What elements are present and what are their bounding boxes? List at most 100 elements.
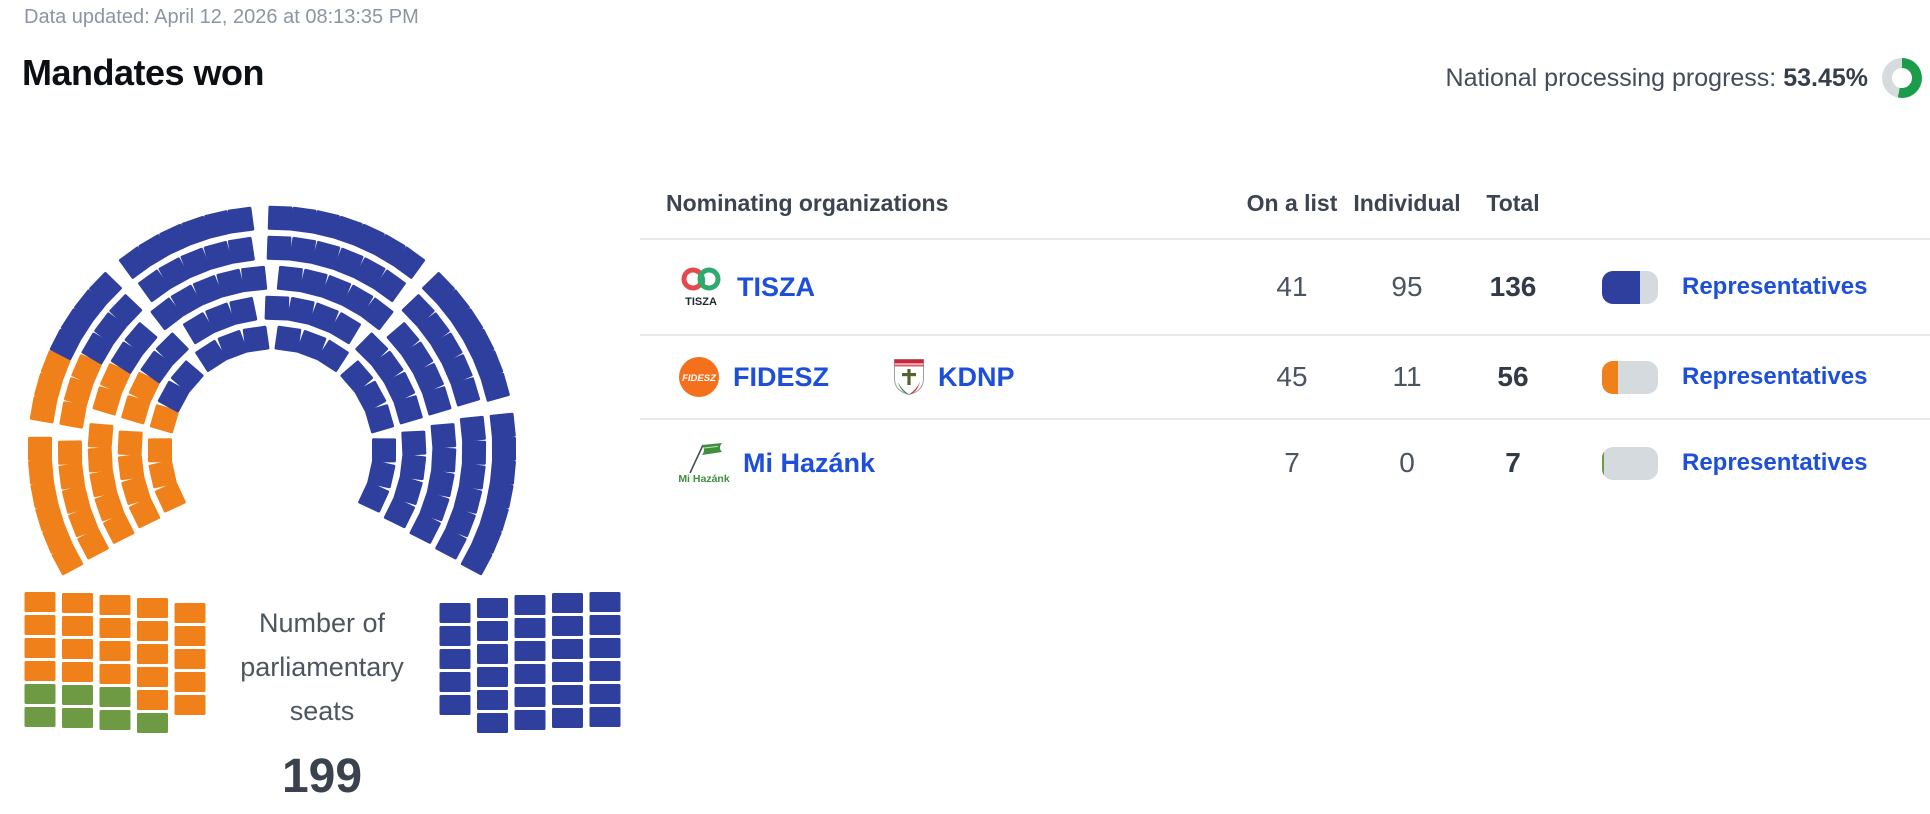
seat — [589, 707, 621, 727]
seat — [174, 672, 206, 692]
seat — [409, 512, 441, 544]
seat — [417, 312, 450, 345]
seat — [589, 661, 621, 681]
seat — [514, 687, 546, 707]
seat — [94, 312, 127, 345]
seat — [430, 332, 463, 365]
seat — [195, 339, 228, 372]
seat — [57, 440, 83, 465]
party-link-kdnp[interactable]: KDNP — [938, 361, 1015, 392]
seat — [24, 661, 56, 681]
seat — [62, 593, 93, 613]
mi-hazank-logo-icon: Mi Hazánk — [678, 443, 730, 485]
seat — [552, 639, 583, 659]
seat — [477, 621, 508, 641]
representatives-link[interactable]: Representatives — [1682, 363, 1868, 390]
seat — [241, 265, 268, 292]
seat — [289, 236, 317, 264]
seat — [99, 664, 131, 684]
seat — [92, 386, 122, 416]
seat — [460, 543, 493, 576]
seat — [217, 330, 248, 361]
seat — [183, 312, 215, 345]
representatives-link[interactable]: Representatives — [1682, 449, 1868, 476]
seat — [61, 485, 91, 514]
seat — [426, 469, 455, 498]
seat — [103, 512, 135, 544]
seat — [267, 205, 293, 231]
seat — [62, 685, 93, 705]
seat — [333, 247, 364, 279]
seat — [29, 396, 58, 424]
parliament-seats — [24, 205, 621, 733]
representatives-link[interactable]: Representatives — [1682, 273, 1868, 300]
seat — [383, 497, 415, 529]
seat — [62, 639, 93, 659]
seat — [27, 436, 53, 461]
seat — [30, 480, 59, 509]
seat — [170, 284, 203, 317]
seat — [514, 710, 546, 730]
seat-share-pill[interactable] — [1602, 446, 1658, 480]
seat — [589, 615, 621, 635]
seat — [87, 447, 113, 473]
seat — [63, 377, 94, 407]
seat — [138, 269, 171, 302]
seat — [155, 332, 189, 366]
seat — [439, 649, 471, 669]
seat — [137, 644, 168, 664]
seat — [117, 453, 145, 481]
seat — [490, 458, 516, 485]
seat — [24, 684, 56, 704]
seat — [147, 438, 173, 463]
seat-share-pill[interactable] — [1602, 270, 1658, 304]
seat — [358, 481, 390, 513]
seat — [87, 423, 114, 449]
kdnp-logo-icon — [894, 359, 925, 396]
seat — [227, 206, 255, 234]
fidesz-logo-text: FIDESZ — [682, 373, 717, 384]
seat — [371, 438, 397, 463]
seat — [461, 440, 487, 465]
seat — [472, 350, 504, 381]
seat — [49, 328, 82, 361]
results-table: Nominating organizations On a list Indiv… — [640, 168, 1930, 506]
seat — [62, 708, 93, 728]
page-title: Mandates won — [22, 52, 265, 93]
seat — [229, 297, 258, 325]
seat — [174, 649, 206, 669]
seat — [138, 234, 171, 266]
data-updated-timestamp: Data updated: April 12, 2026 at 08:13:35… — [24, 6, 419, 28]
progress-label-text: National processing progress: — [1445, 63, 1777, 92]
seat — [174, 626, 206, 646]
seat — [320, 275, 352, 306]
total-seats-number: 199 — [282, 750, 362, 803]
seat — [480, 372, 510, 402]
seat — [353, 257, 386, 289]
seat — [386, 322, 420, 355]
progress-label: National processing progress: 53.45% — [1446, 64, 1868, 93]
seat — [192, 275, 224, 306]
seat — [94, 491, 125, 522]
seat — [99, 595, 131, 615]
seat-share-pill[interactable] — [1602, 360, 1658, 394]
seat — [99, 641, 131, 661]
seat — [419, 491, 450, 522]
seat — [181, 215, 212, 246]
seat — [439, 603, 471, 623]
seat — [71, 354, 103, 385]
seat — [227, 236, 255, 264]
progress-donut-hole — [1892, 68, 1912, 88]
seat-chart-label-line3: seats — [290, 696, 355, 726]
seat — [40, 350, 72, 381]
seat — [174, 603, 206, 623]
seat — [514, 664, 546, 684]
seat — [205, 302, 236, 333]
seat — [589, 684, 621, 704]
party-link-tisza[interactable]: TISZA — [737, 271, 815, 302]
party-link-fidesz[interactable]: FIDESZ — [733, 361, 830, 392]
header-total: Total — [1486, 189, 1540, 216]
header-individual: Individual — [1353, 189, 1461, 216]
party-link-mi-hazank[interactable]: Mi Hazánk — [743, 447, 876, 478]
seat — [128, 372, 161, 404]
